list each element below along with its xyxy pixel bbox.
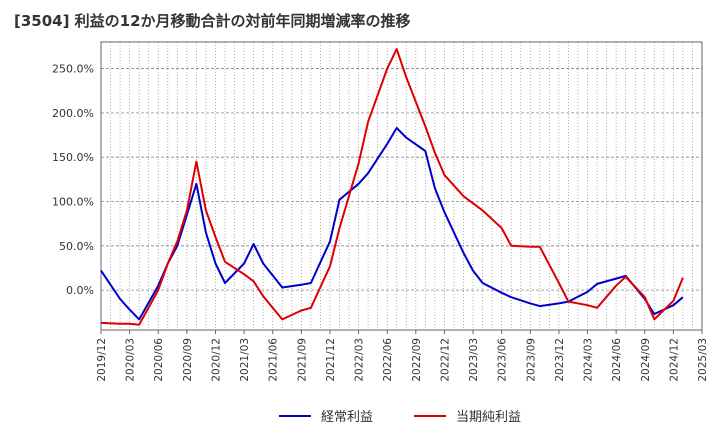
x-tick-label: 2020/06: [153, 338, 165, 382]
x-tick-label: 2020/12: [210, 338, 222, 382]
series-line: [100, 48, 684, 326]
legend-label: 当期純利益: [456, 410, 521, 425]
x-tick-label: 2021/06: [268, 338, 280, 382]
y-tick-label: 200.0%: [52, 107, 94, 120]
legend-label: 経常利益: [321, 410, 373, 425]
x-tick-label: 2023/09: [525, 338, 537, 382]
x-tick-label: 2025/03: [697, 338, 709, 382]
x-tick-label: 2024/12: [668, 338, 680, 382]
plot-area: [100, 41, 703, 331]
x-tick-label: 2020/09: [182, 338, 194, 382]
x-tick-label: 2022/06: [382, 338, 394, 382]
series-line: [100, 127, 684, 321]
chart-title: [3504] 利益の12か月移動合計の対前年同期増減率の推移: [14, 12, 411, 30]
x-tick-label: 2022/12: [439, 338, 451, 382]
x-tick-label: 2022/03: [354, 338, 366, 382]
y-axis-ticks: 250.0% 200.0% 150.0% 100.0% 50.0% 0.0%: [52, 63, 94, 298]
x-tick-label: 2021/12: [325, 338, 337, 382]
x-tick-label: 2024/06: [611, 338, 623, 382]
x-tick-label: 2023/03: [468, 338, 480, 382]
x-tick-label: 2021/09: [296, 338, 308, 382]
y-tick-label: 50.0%: [59, 240, 94, 253]
x-tick-label: 2022/09: [411, 338, 423, 382]
y-tick-label: 100.0%: [52, 196, 94, 209]
x-tick-label: 2019/12: [96, 338, 108, 382]
x-axis-ticks: 2019/12 2020/03 2020/06 2020/09 2020/12 2021/…: [96, 330, 709, 382]
x-tick-label: 2020/03: [125, 338, 137, 382]
x-tick-label: 2024/03: [583, 338, 595, 382]
y-tick-label: 0.0%: [66, 284, 94, 297]
x-tick-label: 2023/12: [554, 338, 566, 382]
x-tick-label: 2021/03: [239, 338, 251, 382]
y-tick-label: 150.0%: [52, 151, 94, 164]
series-lines: [100, 48, 684, 326]
x-tick-label: 2023/06: [497, 338, 509, 382]
y-tick-label: 250.0%: [52, 63, 94, 76]
x-tick-label: 2024/09: [640, 338, 652, 382]
legend: 経常利益 当期純利益: [279, 410, 521, 425]
